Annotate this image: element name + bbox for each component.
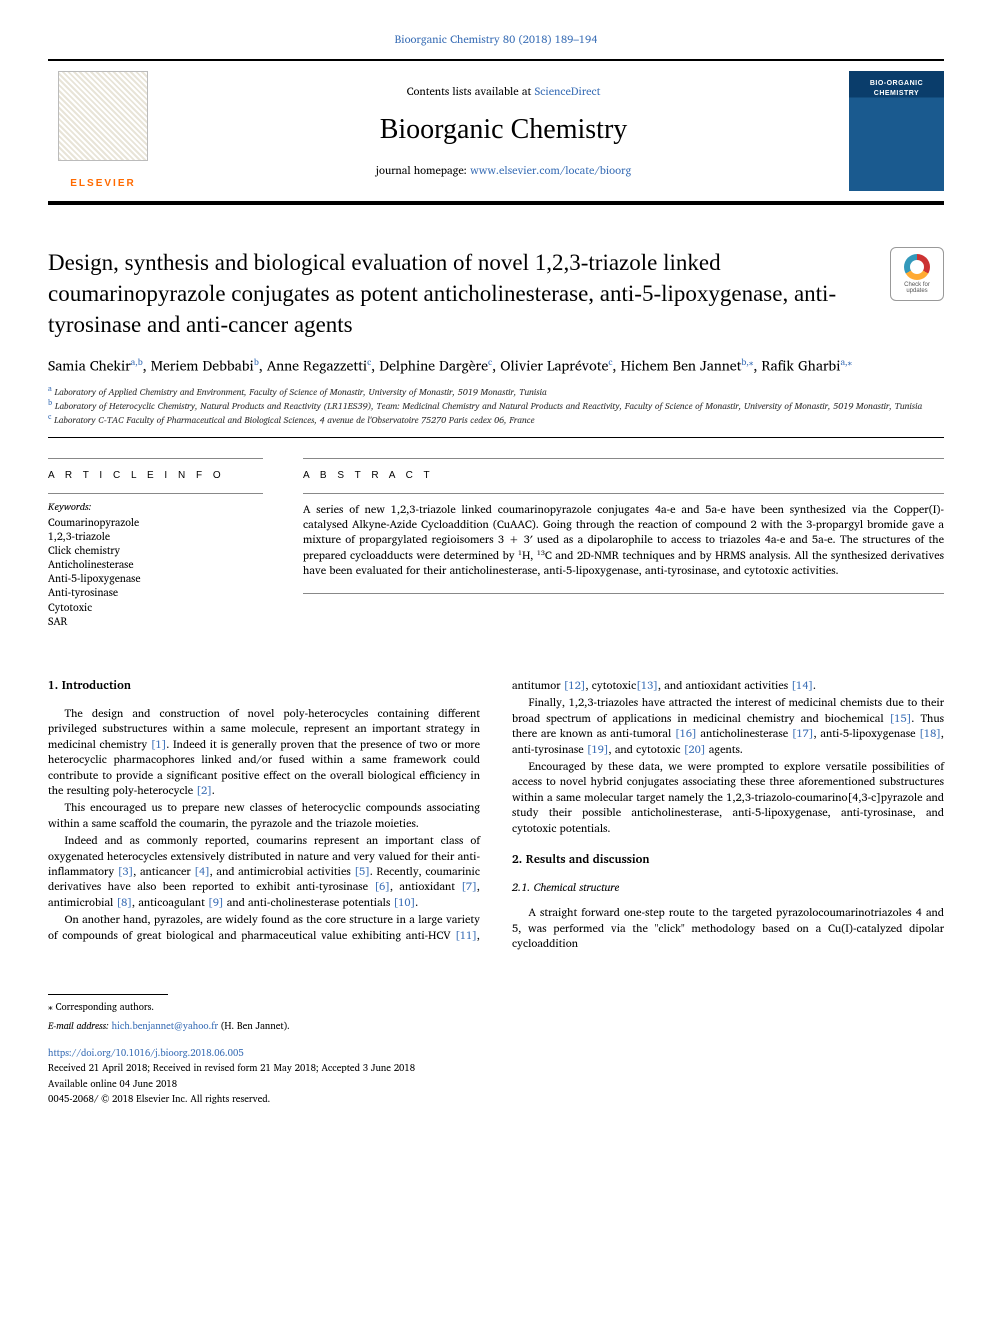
author-affil-sup[interactable]: c xyxy=(488,354,492,369)
check-updates-badge[interactable]: Check for updates xyxy=(890,247,944,301)
abstract-column: A B S T R A C T A series of new 1,2,3-tr… xyxy=(303,458,944,628)
author: Anne Regazzetti xyxy=(267,354,367,377)
section-heading: 2. Results and discussion xyxy=(512,852,944,868)
paragraph: Encouraged by these data, we were prompt… xyxy=(512,759,944,836)
text: . xyxy=(212,781,215,799)
author: Hichem Ben Jannet xyxy=(621,354,742,377)
article-info-column: A R T I C L E I N F O Keywords: Coumarin… xyxy=(48,458,263,628)
citation-link[interactable]: Bioorganic Chemistry 80 (2018) 189–194 xyxy=(395,30,598,48)
email-label: E-mail address: xyxy=(48,1019,112,1034)
text: On another hand, pyrazoles, are widely f… xyxy=(48,910,480,943)
author-affil-sup[interactable]: b,⁎ xyxy=(741,354,753,369)
author-affil-sup[interactable]: c xyxy=(608,354,612,369)
citation-ref[interactable]: [7] xyxy=(461,877,477,895)
citation-ref[interactable]: [17] xyxy=(792,724,814,742)
author-affil-sup[interactable]: a,⁎ xyxy=(840,354,852,369)
homepage-prefix: journal homepage: xyxy=(376,161,470,179)
author: Delphine Dargère xyxy=(379,354,488,377)
text: , and antioxidant activities xyxy=(658,676,791,694)
text: , anti-5-lipoxygenase xyxy=(814,724,920,742)
keywords-list: Coumarinopyrazole 1,2,3-triazole Click c… xyxy=(48,515,263,628)
citation-ref[interactable]: [18] xyxy=(919,724,941,742)
paragraph: Finally, 1,2,3-triazoles have attracted … xyxy=(512,695,944,757)
author: Rafik Gharbi xyxy=(761,354,840,377)
author-affil-sup[interactable]: c xyxy=(367,354,371,369)
affiliations: a Laboratory of Applied Chemistry and En… xyxy=(48,384,944,426)
citation-ref[interactable]: [2] xyxy=(196,781,212,799)
paragraph: Indeed and as commonly reported, coumari… xyxy=(48,833,480,910)
affiliation-text: Laboratory of Applied Chemistry and Envi… xyxy=(54,384,546,399)
publisher-name: ELSEVIER xyxy=(70,177,135,191)
copyright-line: 0045-2068/ © 2018 Elsevier Inc. All righ… xyxy=(48,1093,944,1106)
text: and anti-cholinesterase potentials xyxy=(224,893,394,911)
affiliation-text: Laboratory C-TAC Faculty of Pharmaceutic… xyxy=(54,412,534,427)
paragraph: A straight forward one-step route to the… xyxy=(512,905,944,951)
text: . xyxy=(415,893,418,911)
sciencedirect-link[interactable]: ScienceDirect xyxy=(535,82,601,100)
citation-ref[interactable]: [9] xyxy=(208,893,224,911)
text: Finally, 1,2,3-triazoles have attracted … xyxy=(512,693,944,726)
corresponding-note: ⁎ Corresponding authors. xyxy=(48,1001,944,1014)
journal-cover: BIO-ORGANIC CHEMISTRY xyxy=(849,71,944,191)
affiliation: a Laboratory of Applied Chemistry and En… xyxy=(48,384,944,398)
contents-line: Contents lists available at ScienceDirec… xyxy=(174,84,833,99)
abstract-heading: A B S T R A C T xyxy=(303,469,944,483)
affiliation: c Laboratory C-TAC Faculty of Pharmaceut… xyxy=(48,412,944,426)
keywords-label: Keywords: xyxy=(48,500,263,514)
citation-ref[interactable]: [14] xyxy=(791,676,813,694)
email-line: E-mail address: hich.benjannet@yahoo.fr … xyxy=(48,1020,944,1033)
article-info-heading: A R T I C L E I N F O xyxy=(48,469,263,483)
author-affil-sup[interactable]: b xyxy=(254,354,259,369)
affiliation: b Laboratory of Heterocyclic Chemistry, … xyxy=(48,398,944,412)
homepage-link[interactable]: www.elsevier.com/locate/bioorg xyxy=(470,161,631,179)
history-line: Received 21 April 2018; Received in revi… xyxy=(48,1062,944,1075)
masthead-center: Contents lists available at ScienceDirec… xyxy=(174,84,833,178)
author: Meriem Debbabi xyxy=(151,354,254,377)
citation-ref[interactable]: [8] xyxy=(117,893,133,911)
text: , anticoagulant xyxy=(132,893,208,911)
article-title: Design, synthesis and biological evaluat… xyxy=(48,247,874,340)
abstract-text: A series of new 1,2,3-triazole linked co… xyxy=(303,502,944,579)
author-affil-sup[interactable]: a,b xyxy=(131,354,143,369)
badge-text: Check for updates xyxy=(895,282,939,295)
citation-ref[interactable]: [10] xyxy=(394,893,416,911)
author: Samia Chekir xyxy=(48,354,131,377)
authors-list: Samia Chekira,b, Meriem Debbabib, Anne R… xyxy=(48,355,944,377)
text: , cytotoxic xyxy=(585,676,636,694)
contents-prefix: Contents lists available at xyxy=(407,82,535,100)
elsevier-tree-icon xyxy=(58,71,148,161)
paragraph: This encouraged us to prepare new classe… xyxy=(48,800,480,831)
available-line: Available online 04 June 2018 xyxy=(48,1078,944,1091)
journal-title: Bioorganic Chemistry xyxy=(174,110,833,149)
publisher-logo: ELSEVIER xyxy=(48,71,158,191)
paragraph: The design and construction of novel pol… xyxy=(48,706,480,798)
citation-ref[interactable]: [12] xyxy=(564,676,586,694)
keyword: SAR xyxy=(48,614,263,628)
text: agents. xyxy=(705,740,742,758)
citation-ref[interactable]: [11] xyxy=(455,926,477,944)
body-columns: 1. Introduction The design and construct… xyxy=(48,678,944,952)
text: , and cytotoxic xyxy=(609,740,684,758)
citation-ref[interactable]: [19] xyxy=(587,740,609,758)
doi-link[interactable]: https://doi.org/10.1016/j.bioorg.2018.06… xyxy=(48,1047,944,1060)
masthead: ELSEVIER Contents lists available at Sci… xyxy=(48,59,944,205)
citation-ref[interactable]: [20] xyxy=(684,740,706,758)
cover-label: BIO-ORGANIC CHEMISTRY xyxy=(849,79,944,99)
author: Olivier Laprévote xyxy=(500,354,608,377)
subsection-heading: 2.1. Chemical structure xyxy=(512,880,944,895)
text: . xyxy=(813,676,816,694)
email-paren: (H. Ben Jannet). xyxy=(218,1019,290,1034)
running-head: Bioorganic Chemistry 80 (2018) 189–194 xyxy=(48,32,944,47)
footnote-separator xyxy=(48,994,168,995)
section-heading: 1. Introduction xyxy=(48,678,480,694)
citation-ref[interactable]: [13] xyxy=(636,676,658,694)
crossmark-icon xyxy=(904,254,930,280)
keyword: Cytotoxic xyxy=(48,600,263,614)
email-link[interactable]: hich.benjannet@yahoo.fr xyxy=(112,1019,218,1034)
homepage-line: journal homepage: www.elsevier.com/locat… xyxy=(174,163,833,178)
